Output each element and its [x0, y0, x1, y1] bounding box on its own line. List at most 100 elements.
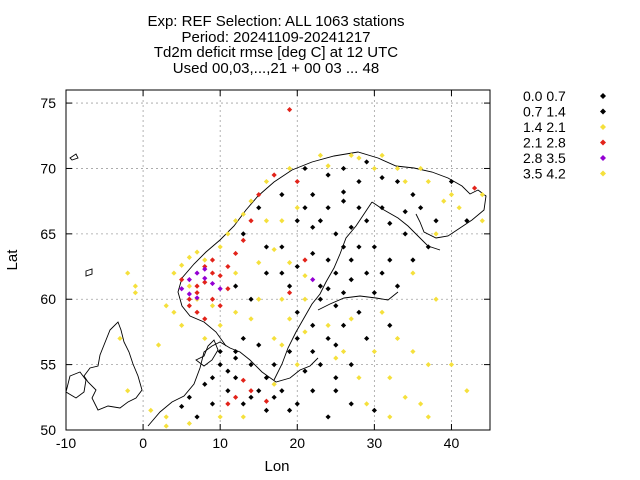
data-point	[271, 381, 277, 387]
data-point	[456, 205, 462, 211]
data-point	[410, 257, 416, 263]
series-2	[117, 152, 485, 429]
data-point	[233, 355, 239, 361]
data-point	[356, 178, 362, 185]
plot-area	[66, 90, 490, 430]
data-point	[117, 335, 123, 342]
data-point	[356, 309, 362, 315]
data-point	[256, 205, 262, 211]
data-point	[348, 257, 354, 263]
data-point	[279, 388, 285, 394]
data-point	[333, 355, 339, 361]
data-point	[294, 263, 300, 270]
data-point	[194, 270, 200, 276]
data-point	[225, 263, 231, 270]
legend-item: 2.8 3.5	[523, 150, 606, 166]
data-point	[194, 309, 200, 315]
data-point	[402, 209, 408, 215]
data-point	[371, 244, 377, 250]
x-tick-label-1: 0	[139, 435, 147, 451]
coast-scandinavia	[177, 151, 487, 347]
data-point	[379, 175, 385, 181]
data-point	[256, 342, 262, 348]
data-point	[340, 189, 347, 195]
data-point	[387, 414, 393, 420]
data-point	[448, 192, 455, 198]
legend-item: 3.5 4.2	[523, 166, 606, 182]
data-point	[325, 172, 331, 178]
data-point	[233, 348, 239, 355]
data-point	[263, 398, 270, 404]
data-point	[348, 277, 354, 283]
x-tick-label-2: 10	[212, 435, 228, 451]
data-point	[217, 244, 223, 250]
data-point	[294, 309, 300, 315]
data-point	[179, 403, 185, 410]
data-point	[217, 414, 223, 420]
data-point	[317, 296, 323, 302]
data-point	[225, 388, 231, 394]
data-point	[425, 178, 431, 185]
data-point	[464, 218, 470, 224]
data-point	[479, 218, 485, 224]
legend-marker-1	[600, 108, 606, 115]
data-point	[279, 244, 285, 250]
data-point	[394, 335, 401, 342]
data-point	[325, 322, 331, 328]
data-point	[410, 192, 416, 198]
data-point	[263, 178, 270, 185]
data-point	[171, 309, 177, 315]
data-point	[317, 152, 323, 158]
data-point	[194, 283, 200, 289]
data-point	[340, 198, 347, 204]
x-axis-title: Lon	[264, 458, 289, 475]
data-point	[225, 401, 231, 407]
data-point	[340, 244, 347, 250]
data-point	[310, 322, 316, 328]
y-tick-label-3: 65	[40, 226, 56, 242]
data-point	[410, 270, 416, 276]
data-point	[379, 205, 385, 211]
data-point	[163, 423, 169, 429]
coast-finland	[317, 291, 399, 311]
data-point	[256, 260, 262, 266]
data-point	[364, 159, 370, 165]
data-point	[179, 322, 185, 328]
data-point	[302, 273, 308, 279]
coast-denmark	[195, 339, 219, 367]
data-point	[294, 178, 300, 185]
data-point	[371, 165, 377, 172]
data-point	[294, 401, 300, 407]
data-point	[387, 322, 393, 328]
series-3	[179, 107, 478, 407]
data-point	[225, 368, 231, 374]
data-point	[394, 165, 401, 172]
data-point	[286, 283, 293, 289]
data-point	[279, 270, 285, 276]
data-point	[209, 257, 216, 263]
data-point	[294, 218, 300, 224]
data-point	[310, 277, 316, 283]
data-point	[186, 303, 192, 309]
coastline-map	[65, 151, 487, 427]
data-point	[155, 342, 162, 348]
data-point	[348, 152, 354, 158]
legend-marker-2	[600, 124, 606, 130]
data-point	[333, 270, 339, 276]
data-point	[364, 401, 370, 407]
data-point	[448, 362, 455, 368]
data-point	[302, 205, 308, 211]
legend-item: 2.1 2.8	[523, 135, 606, 151]
data-point	[379, 152, 385, 158]
data-point	[310, 224, 316, 230]
data-point	[286, 165, 293, 172]
data-point	[348, 316, 354, 322]
data-point	[240, 401, 246, 407]
legend-label-2: 1.4 2.1	[523, 119, 566, 135]
data-point	[348, 224, 354, 230]
coast-baltic	[273, 201, 373, 381]
data-point	[402, 231, 408, 237]
data-point	[202, 263, 208, 270]
data-point	[333, 375, 339, 381]
